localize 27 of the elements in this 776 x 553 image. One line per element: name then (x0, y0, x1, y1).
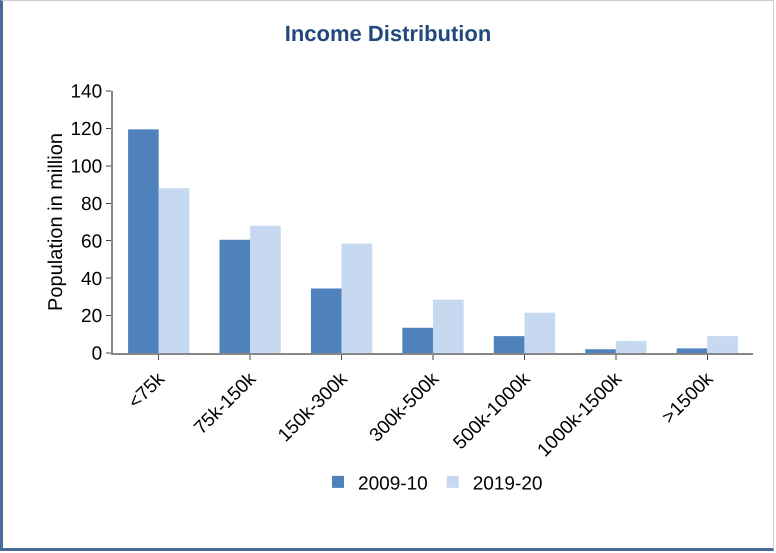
legend-label: 2019-20 (472, 473, 542, 494)
y-tick-label: 0 (92, 344, 102, 365)
bar (250, 226, 281, 353)
bar (524, 312, 556, 353)
y-tick-label: 100 (70, 156, 102, 178)
bar (402, 328, 433, 353)
y-tick-label: 140 (70, 82, 102, 103)
y-axis-title: Population in million (45, 133, 67, 311)
bar (494, 336, 524, 353)
bar (158, 188, 190, 353)
y-tick-label: 120 (70, 119, 102, 140)
bar (128, 129, 159, 353)
bar (220, 240, 250, 353)
bar (616, 340, 646, 353)
y-tick-label: 20 (81, 306, 102, 328)
y-tick-label: 60 (81, 231, 102, 252)
bar (676, 348, 708, 353)
y-tick-label: 80 (81, 194, 102, 215)
bar (585, 349, 616, 353)
bar (310, 288, 342, 353)
x-tick-label: <75k (124, 368, 170, 414)
y-tick-label: 40 (81, 268, 102, 290)
bar (342, 244, 372, 353)
legend-label: 2009-10 (358, 473, 428, 494)
bar (707, 336, 738, 353)
chart-title: Income Distribution (284, 21, 492, 46)
bar (433, 300, 464, 353)
